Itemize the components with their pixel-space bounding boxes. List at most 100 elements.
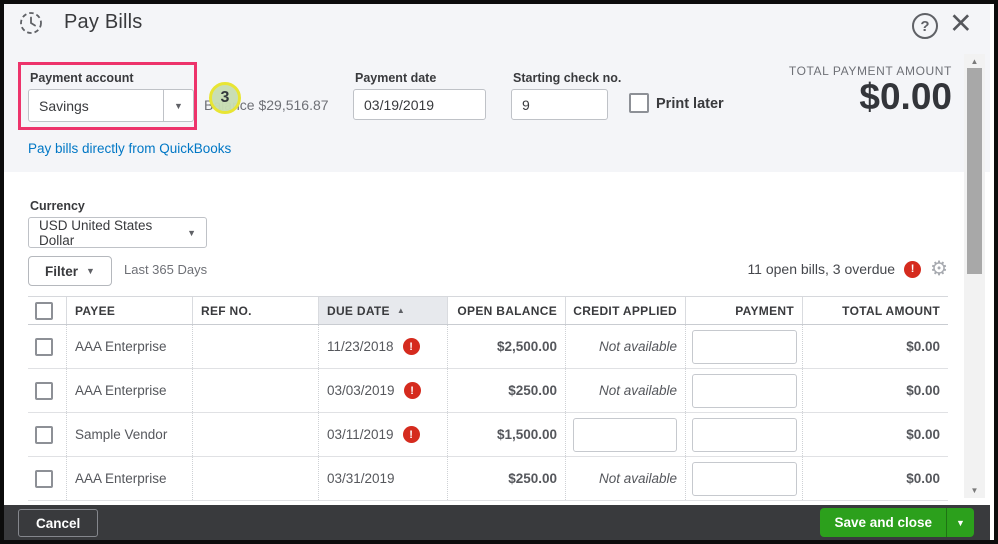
- overdue-icon: !: [402, 426, 420, 443]
- overdue-icon: !: [403, 382, 421, 399]
- row-checkbox[interactable]: [35, 469, 53, 488]
- total-amount-cell: $0.00: [802, 369, 948, 412]
- payment-date-input[interactable]: [353, 89, 486, 120]
- payment-cell: [685, 413, 802, 456]
- bills-summary: 11 open bills, 3 overdue: [747, 261, 896, 277]
- filter-button[interactable]: Filter ▼: [28, 256, 112, 286]
- open-balance-cell: $250.00: [447, 457, 565, 500]
- save-dropdown-arrow[interactable]: ▼: [946, 508, 974, 537]
- bills-table: PAYEE REF NO. DUE DATE ▲ OPEN BALANCE CR…: [28, 296, 948, 501]
- total-amount-cell: $0.00: [802, 325, 948, 368]
- print-later-label: Print later: [656, 96, 724, 112]
- ref-no-cell: [192, 413, 318, 456]
- step-annotation: 3: [209, 82, 241, 114]
- vertical-scrollbar[interactable]: ▲ ▼: [964, 54, 985, 498]
- save-and-close-label: Save and close: [834, 515, 932, 530]
- payment-cell: [685, 325, 802, 368]
- chevron-down-icon: ▼: [956, 517, 965, 528]
- date-range-text: Last 365 Days: [124, 262, 208, 277]
- chevron-down-icon: ▼: [187, 227, 196, 238]
- payment-account-arrow[interactable]: ▼: [163, 90, 193, 121]
- total-amount-cell: $0.00: [802, 457, 948, 500]
- scrollbar-thumb[interactable]: [967, 68, 982, 274]
- scrollbar-up-icon[interactable]: ▲: [970, 57, 979, 66]
- warning-glyph: !: [409, 340, 413, 353]
- due-date-cell: 03/03/2019 !: [318, 369, 447, 412]
- payment-cell: [685, 369, 802, 412]
- row-checkbox-cell: [28, 413, 66, 456]
- chevron-down-icon: ▼: [86, 266, 95, 276]
- chevron-down-icon: ▼: [174, 100, 183, 111]
- open-balance-cell: $1,500.00: [447, 413, 565, 456]
- pay-bills-link[interactable]: Pay bills directly from QuickBooks: [28, 141, 232, 156]
- row-checkbox[interactable]: [35, 381, 53, 400]
- due-date-value: 11/23/2018: [327, 339, 394, 354]
- sort-asc-icon: ▲: [396, 306, 406, 315]
- warning-glyph: !: [409, 428, 413, 441]
- currency-value: USD United States Dollar: [39, 217, 153, 248]
- gear-icon[interactable]: ⚙: [930, 258, 948, 280]
- cancel-button[interactable]: Cancel: [18, 509, 99, 537]
- credit-applied-cell: Not available: [565, 325, 685, 368]
- header-payment[interactable]: PAYMENT: [685, 297, 802, 324]
- header-ref-no[interactable]: REF NO.: [192, 297, 318, 324]
- table-row: AAA Enterprise 03/03/2019 ! $250.00 Not …: [28, 369, 948, 413]
- starting-check-label: Starting check no.: [513, 71, 622, 85]
- close-icon[interactable]: ×: [950, 2, 972, 43]
- due-date-value: 03/11/2019: [327, 427, 394, 442]
- table-row: AAA Enterprise 03/31/2019 $250.00 Not av…: [28, 457, 948, 501]
- recurring-clock-icon: [20, 12, 42, 34]
- row-checkbox[interactable]: [35, 337, 53, 356]
- starting-check-input[interactable]: [511, 89, 608, 120]
- scrollbar-down-icon[interactable]: ▼: [970, 486, 979, 495]
- save-and-close-button[interactable]: Save and close ▼: [820, 508, 974, 537]
- due-date-cell: 11/23/2018 !: [318, 325, 447, 368]
- header-credit-applied[interactable]: CREDIT APPLIED: [565, 297, 685, 324]
- payment-input[interactable]: [692, 417, 797, 452]
- credit-applied-input[interactable]: [573, 417, 677, 452]
- overdue-warning-icon: !: [904, 260, 922, 278]
- payment-account-value: Savings: [39, 97, 89, 114]
- currency-select[interactable]: USD United States Dollar ▼: [28, 217, 207, 248]
- header-open-balance[interactable]: OPEN BALANCE: [447, 297, 565, 324]
- due-date-value: 03/31/2019: [327, 471, 395, 486]
- payment-input[interactable]: [692, 373, 797, 408]
- payee-cell: AAA Enterprise: [66, 369, 192, 412]
- header-payee[interactable]: PAYEE: [66, 297, 192, 324]
- due-date-cell: 03/11/2019 !: [318, 413, 447, 456]
- bills-summary-line: 11 open bills, 3 overdue ! ⚙: [560, 259, 948, 279]
- overdue-icon: !: [402, 338, 420, 355]
- table-row: Sample Vendor 03/11/2019 ! $1,500.00 $0.…: [28, 413, 948, 457]
- footer-bar: Cancel Save and close ▼: [4, 505, 990, 540]
- help-glyph: ?: [920, 17, 930, 35]
- header-checkbox-cell: [28, 297, 66, 324]
- payment-input[interactable]: [692, 461, 797, 496]
- total-amount-cell: $0.00: [802, 413, 948, 456]
- print-later-checkbox[interactable]: [629, 93, 649, 113]
- payee-cell: AAA Enterprise: [66, 325, 192, 368]
- credit-applied-cell: [565, 413, 685, 456]
- payment-account-select[interactable]: Savings ▼: [28, 89, 194, 122]
- filter-label: Filter: [45, 263, 79, 279]
- open-balance-cell: $250.00: [447, 369, 565, 412]
- help-icon[interactable]: ?: [912, 13, 938, 39]
- ref-no-cell: [192, 369, 318, 412]
- payment-input[interactable]: [692, 329, 797, 364]
- due-date-cell: 03/31/2019: [318, 457, 447, 500]
- total-payment-label: TOTAL PAYMENT AMOUNT: [788, 64, 952, 78]
- due-date-header-label: DUE DATE: [327, 303, 390, 318]
- payee-cell: Sample Vendor: [66, 413, 192, 456]
- currency-label: Currency: [30, 199, 85, 213]
- payment-cell: [685, 457, 802, 500]
- row-checkbox-cell: [28, 457, 66, 500]
- header-due-date[interactable]: DUE DATE ▲: [318, 297, 447, 324]
- ref-no-cell: [192, 325, 318, 368]
- header-total-amount[interactable]: TOTAL AMOUNT: [802, 297, 948, 324]
- header-region: [4, 4, 990, 172]
- select-all-checkbox[interactable]: [35, 301, 53, 320]
- open-balance-cell: $2,500.00: [447, 325, 565, 368]
- row-checkbox[interactable]: [35, 425, 53, 444]
- total-payment-amount: $0.00: [859, 76, 952, 117]
- warning-glyph: !: [910, 263, 915, 275]
